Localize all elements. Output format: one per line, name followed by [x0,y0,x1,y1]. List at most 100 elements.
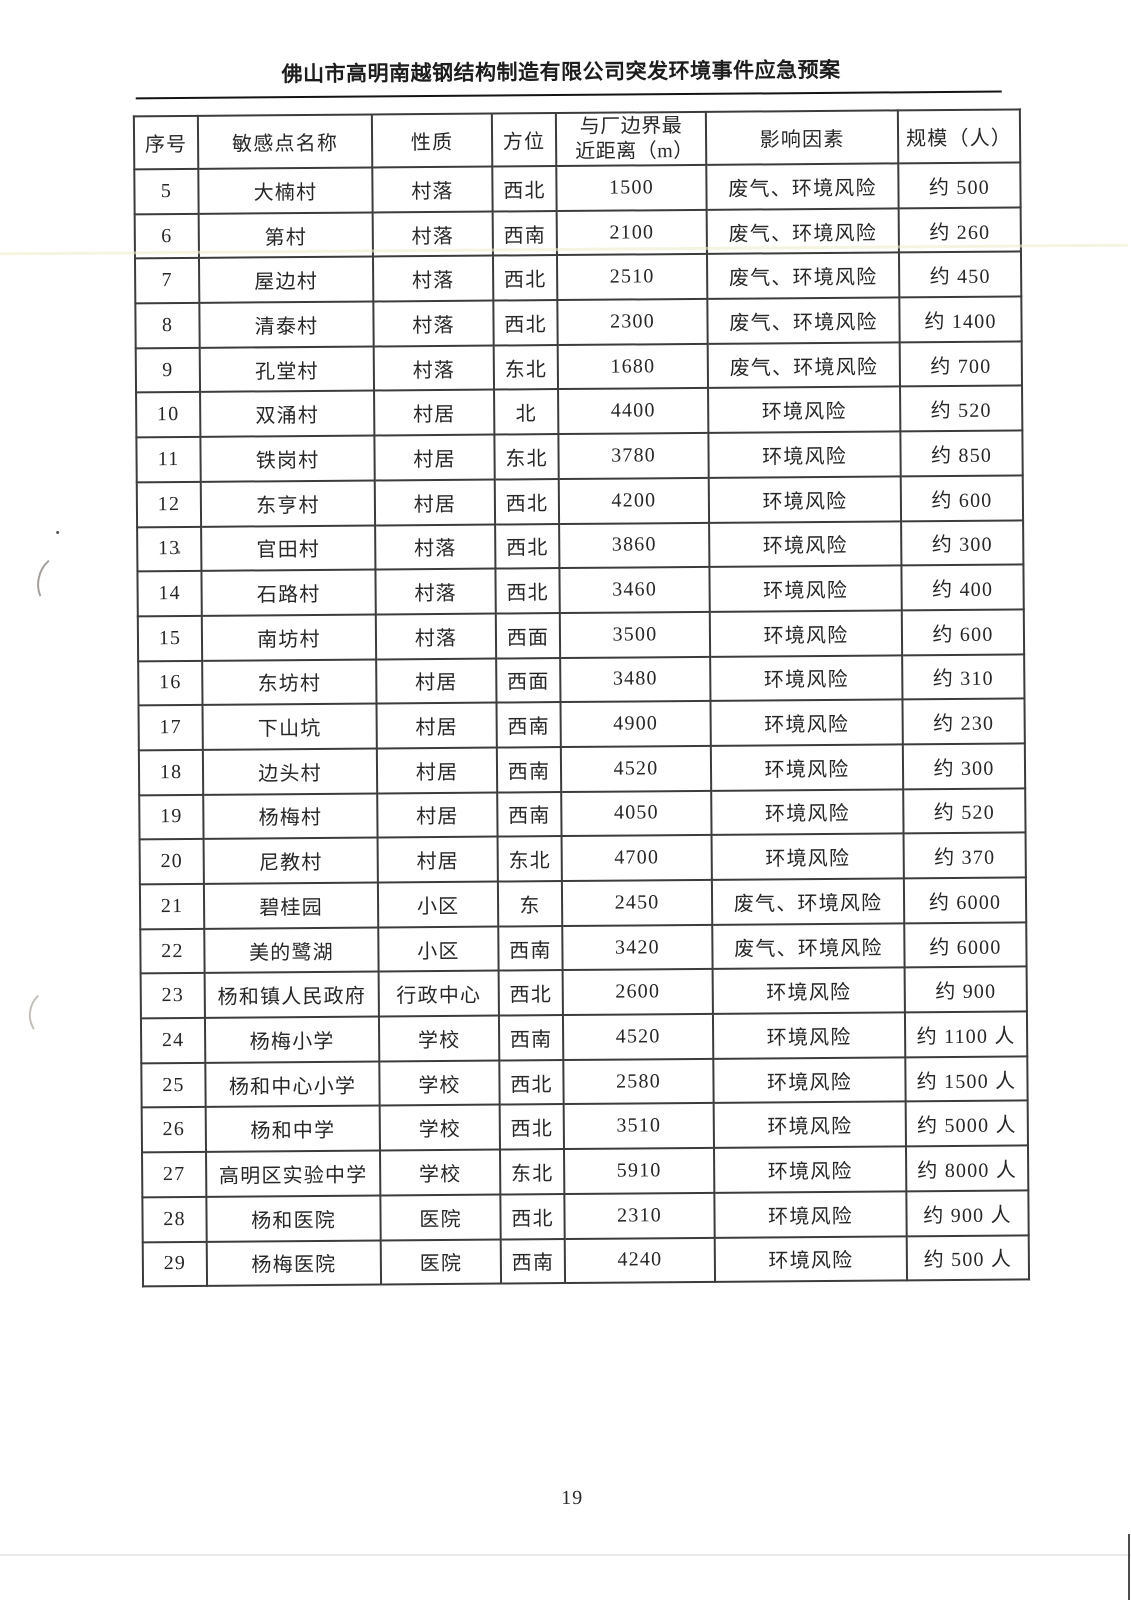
cell-nature: 村居 [377,792,498,838]
cell-no: 23 [140,973,205,1019]
cell-scale: 约 850 [900,430,1023,477]
cell-scale: 约 310 [902,653,1025,700]
table-row: 7 屋边村 村落 西北 2510 废气、环境风险 约 450 [134,251,1022,304]
cell-nature: 村居 [374,479,496,525]
cell-name: 高明区实验中学 [206,1150,381,1197]
cell-factors: 废气、环境风险 [706,163,899,210]
table-row: 21 碧桂园 小区 东 2450 废气、环境风险 约 6000 [139,877,1027,930]
cell-name: 美的鹭湖 [204,927,379,974]
cell-distance: 4240 [564,1237,716,1284]
cell-scale: 约 370 [903,832,1026,879]
cell-nature: 村落 [373,345,495,391]
table-row: 9 孔堂村 村落 东北 1680 废气、环境风险 约 700 [135,341,1023,393]
cell-nature: 村落 [375,568,496,615]
cell-no: 21 [139,883,205,930]
table-row: 10 双涌村 村居 北 4400 环境风险 约 520 [136,385,1023,438]
cell-distance: 4520 [562,1013,714,1060]
table-row: 15 南坊村 村落 西面 3500 环境风险 约 600 [137,609,1025,661]
scan-edge-shadow [1128,1534,1130,1600]
cell-scale: 约 500 人 [906,1234,1030,1281]
cell-name: 下山坑 [202,703,377,750]
cell-no: 18 [138,749,204,795]
table-row: 29 杨梅医院 医院 西南 4240 环境风险 约 500 人 [142,1234,1030,1287]
cell-factors: 环境风险 [712,1012,906,1059]
cell-factors: 环境风险 [711,788,904,836]
cell-distance: 1680 [557,343,709,390]
cell-factors: 废气、环境风险 [706,252,900,299]
cell-direction: 北 [494,389,559,435]
cell-distance: 3510 [563,1103,714,1150]
scan-edge-streak [0,1554,1131,1556]
cell-scale: 约 300 [902,743,1026,789]
cell-direction: 西面 [495,612,561,659]
cell-factors: 环境风险 [708,431,901,478]
cell-distance: 3500 [559,611,711,658]
cell-direction: 西北 [492,166,557,212]
cell-scale: 约 6000 [903,877,1027,924]
cell-name: 铁岗村 [200,435,375,482]
table-row: 26 杨和中学 学校 西北 3510 环境风险 约 5000 人 [141,1100,1028,1153]
cell-name: 东坊村 [202,659,377,706]
cell-factors: 环境风险 [710,699,903,746]
cell-no: 20 [139,839,204,885]
cell-no: 24 [140,1017,206,1064]
cell-direction: 东 [497,881,563,927]
cell-distance: 4400 [558,388,709,435]
cell-name: 大楠村 [198,167,373,214]
cell-direction: 西面 [496,657,561,703]
scan-artifact-arc [25,987,72,1041]
cell-factors: 环境风险 [708,386,901,433]
cell-direction: 东北 [497,836,562,882]
cell-name: 杨和中学 [205,1105,381,1152]
cell-scale: 约 300 [901,519,1024,566]
col-header-name: 敏感点名称 [197,114,373,169]
col-header-nature: 性质 [371,113,493,168]
cell-nature: 学校 [380,1149,501,1196]
cell-factors: 环境风险 [711,833,904,880]
table-row: 17 下山坑 村居 西南 4900 环境风险 约 230 [138,698,1025,751]
table-row: 8 清泰村 村落 西北 2300 废气、环境风险 约 1400 [135,296,1022,349]
cell-nature: 学校 [379,1060,500,1106]
cell-distance: 5910 [563,1147,715,1194]
cell-no: 11 [136,436,201,483]
cell-direction: 西北 [499,1059,564,1105]
cell-factors: 环境风险 [713,1146,907,1193]
col-header-no: 序号 [133,115,199,170]
cell-nature: 医院 [380,1239,502,1285]
cell-distance: 3780 [558,432,709,479]
cell-nature: 行政中心 [378,970,499,1017]
cell-nature: 村居 [376,747,498,794]
cell-no: 25 [141,1062,206,1108]
cell-nature: 医院 [380,1194,501,1240]
cell-factors: 环境风险 [708,476,902,523]
cell-no: 26 [141,1107,207,1153]
cell-direction: 西南 [496,746,562,793]
cell-no: 16 [138,660,203,706]
cell-distance: 3480 [560,656,711,703]
cell-no: 17 [138,705,203,751]
cell-factors: 废气、环境风险 [707,297,900,344]
cell-direction: 西北 [495,523,560,569]
col-header-distance-label: 与厂边界最近距离（m） [575,114,694,163]
cell-no: 5 [134,168,199,215]
cell-direction: 西南 [496,702,561,748]
table-body: 5 大楠村 村落 西北 1500 废气、环境风险 约 500 6 第村 村落 西… [134,162,1030,1287]
cell-direction: 西南 [500,1238,566,1284]
table-row: 5 大楠村 村落 西北 1500 废气、环境风险 约 500 [134,162,1021,215]
cell-no: 19 [139,794,204,840]
cell-nature: 学校 [378,1015,500,1062]
cell-factors: 环境风险 [714,1235,908,1283]
cell-name: 杨和镇人民政府 [204,971,379,1018]
cell-no: 15 [137,615,203,661]
cell-name: 双涌村 [200,390,375,437]
cell-direction: 东北 [493,344,559,390]
cell-factors: 环境风险 [714,1191,907,1238]
table-row: 23 杨和镇人民政府 行政中心 西北 2600 环境风险 约 900 [140,966,1027,1019]
scan-speck [177,551,181,555]
cell-direction: 东北 [500,1149,565,1195]
cell-factors: 环境风险 [710,654,903,702]
cell-factors: 环境风险 [709,520,902,568]
cell-distance: 4900 [560,701,711,747]
cell-factors: 环境风险 [713,1057,906,1104]
cell-nature: 村落 [373,300,494,347]
